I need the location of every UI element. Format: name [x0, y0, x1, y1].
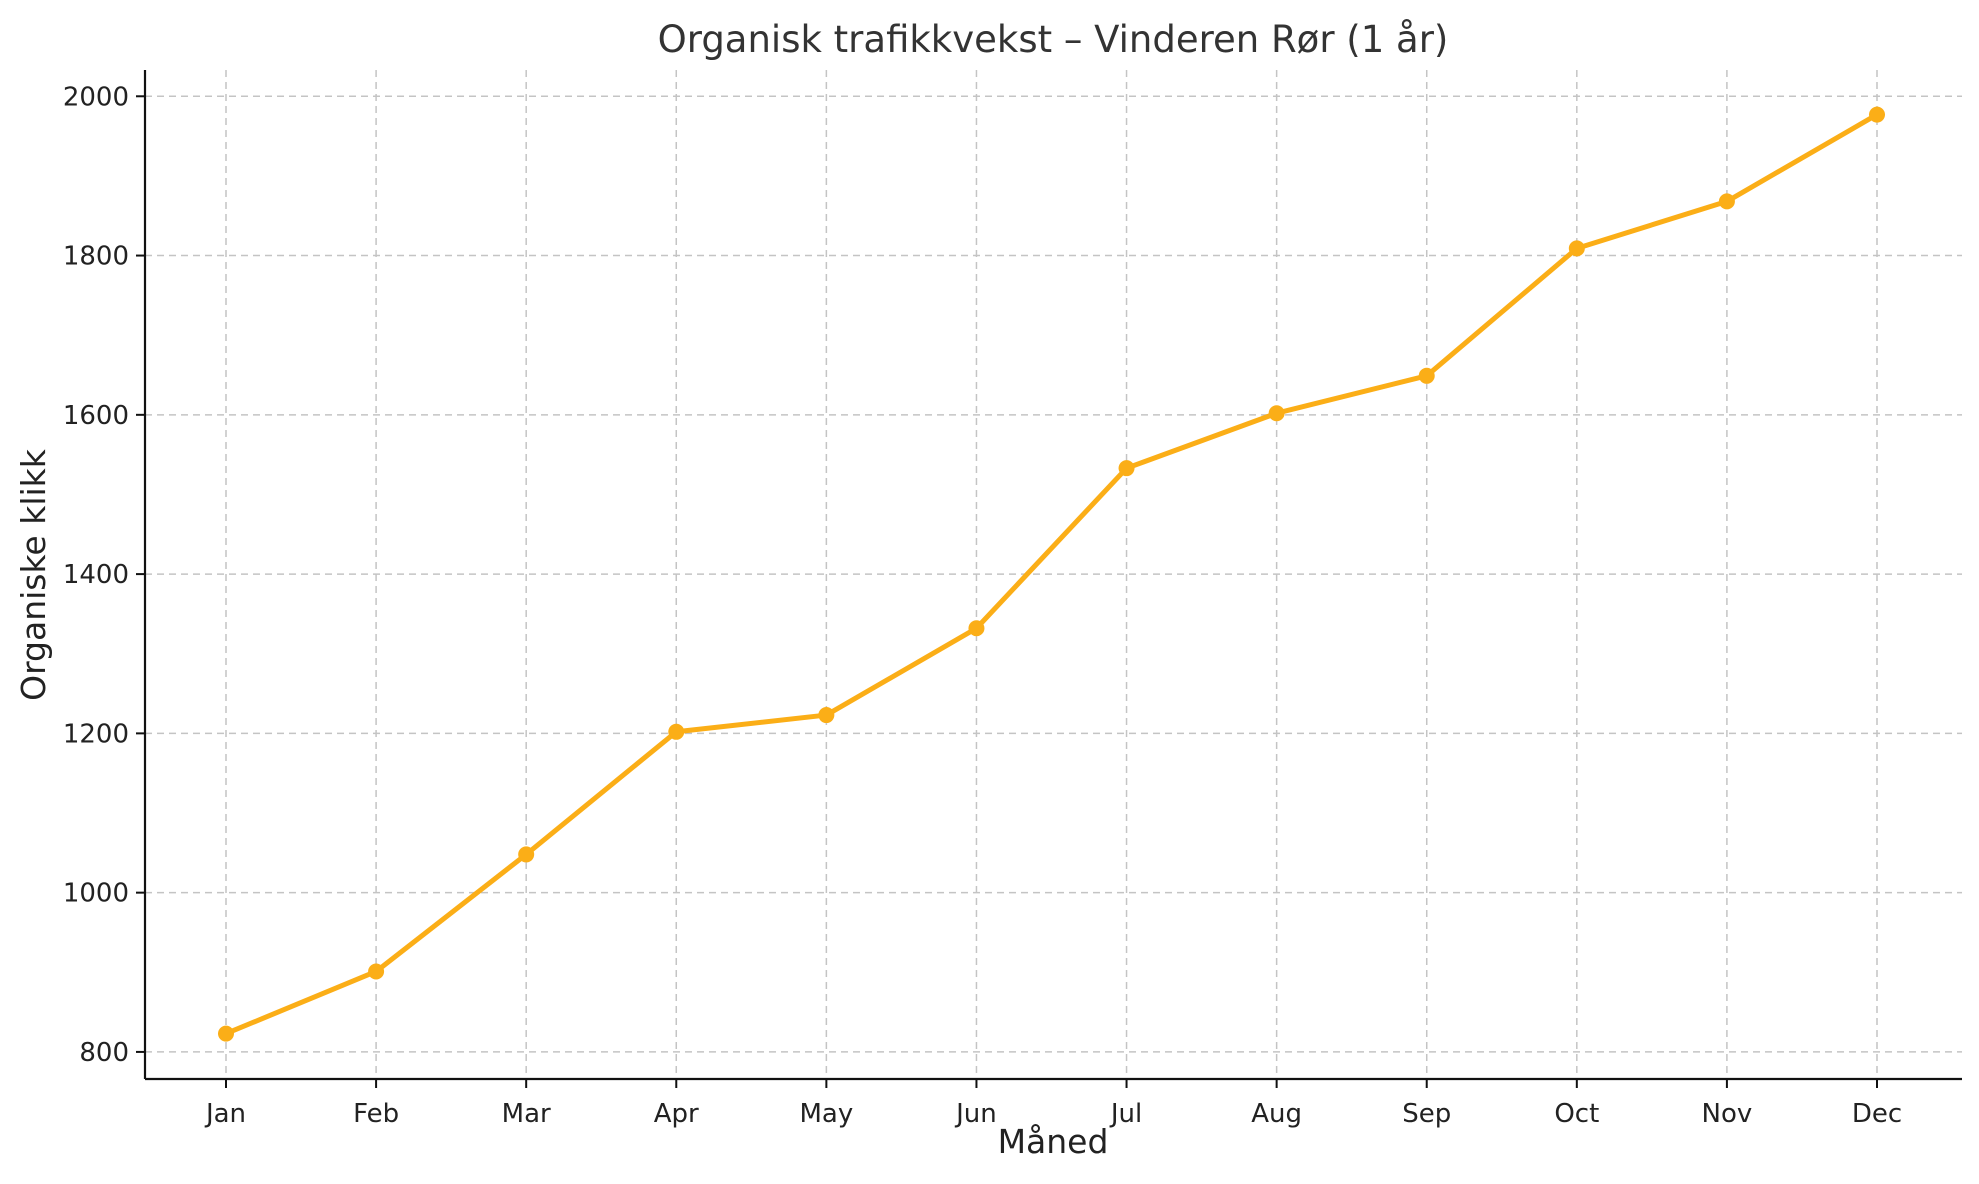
y-tick-label: 1000: [63, 879, 129, 909]
grid-layer: [145, 70, 1962, 1079]
series-line: [223, 112, 1880, 1037]
data-point: [518, 846, 535, 863]
axes-layer: [143, 70, 1962, 1081]
data-point: [1869, 106, 1885, 123]
x-tick-label: Jul: [1109, 1099, 1142, 1129]
x-tick-label: Dec: [1852, 1099, 1902, 1129]
x-tick-label: Jun: [954, 1099, 997, 1129]
y-tick-label: 1400: [63, 560, 129, 590]
data-point: [218, 1025, 234, 1042]
x-tick-label: Mar: [502, 1099, 551, 1129]
y-tick-label: 800: [79, 1038, 129, 1068]
y-axis-label: Organiske klikk: [14, 448, 53, 701]
x-tick-label: Sep: [1402, 1099, 1451, 1129]
data-point: [1718, 193, 1735, 210]
data-point: [668, 723, 685, 740]
data-point: [1118, 460, 1135, 477]
x-tick-label: Aug: [1251, 1099, 1302, 1129]
data-point: [1268, 405, 1285, 422]
x-tick-label: May: [799, 1099, 853, 1129]
x-tick-label: Apr: [654, 1099, 699, 1129]
y-tick-label: 1600: [63, 401, 129, 431]
x-tick-label: Oct: [1554, 1099, 1599, 1129]
data-point: [968, 620, 985, 637]
y-tick-label: 1800: [63, 242, 129, 272]
series-layer: [218, 106, 1885, 1042]
data-point: [1568, 240, 1585, 257]
y-tick-label: 1200: [63, 719, 129, 749]
data-point: [818, 707, 835, 724]
y-tick-label: 2000: [63, 82, 129, 112]
data-point: [1418, 367, 1435, 384]
data-point: [368, 963, 385, 980]
chart-title: Organisk trafikkvekst – Vinderen Rør (1 …: [658, 18, 1449, 61]
x-axis-label: Måned: [998, 1122, 1109, 1161]
x-tick-label: Nov: [1702, 1099, 1753, 1129]
x-tick-label: Jan: [204, 1099, 246, 1129]
x-tick-label: Feb: [353, 1099, 399, 1129]
ticks-layer: 800 1000 1200 1400 1600 1800 2000 Jan Feb Mar Apr M…: [63, 82, 1902, 1129]
